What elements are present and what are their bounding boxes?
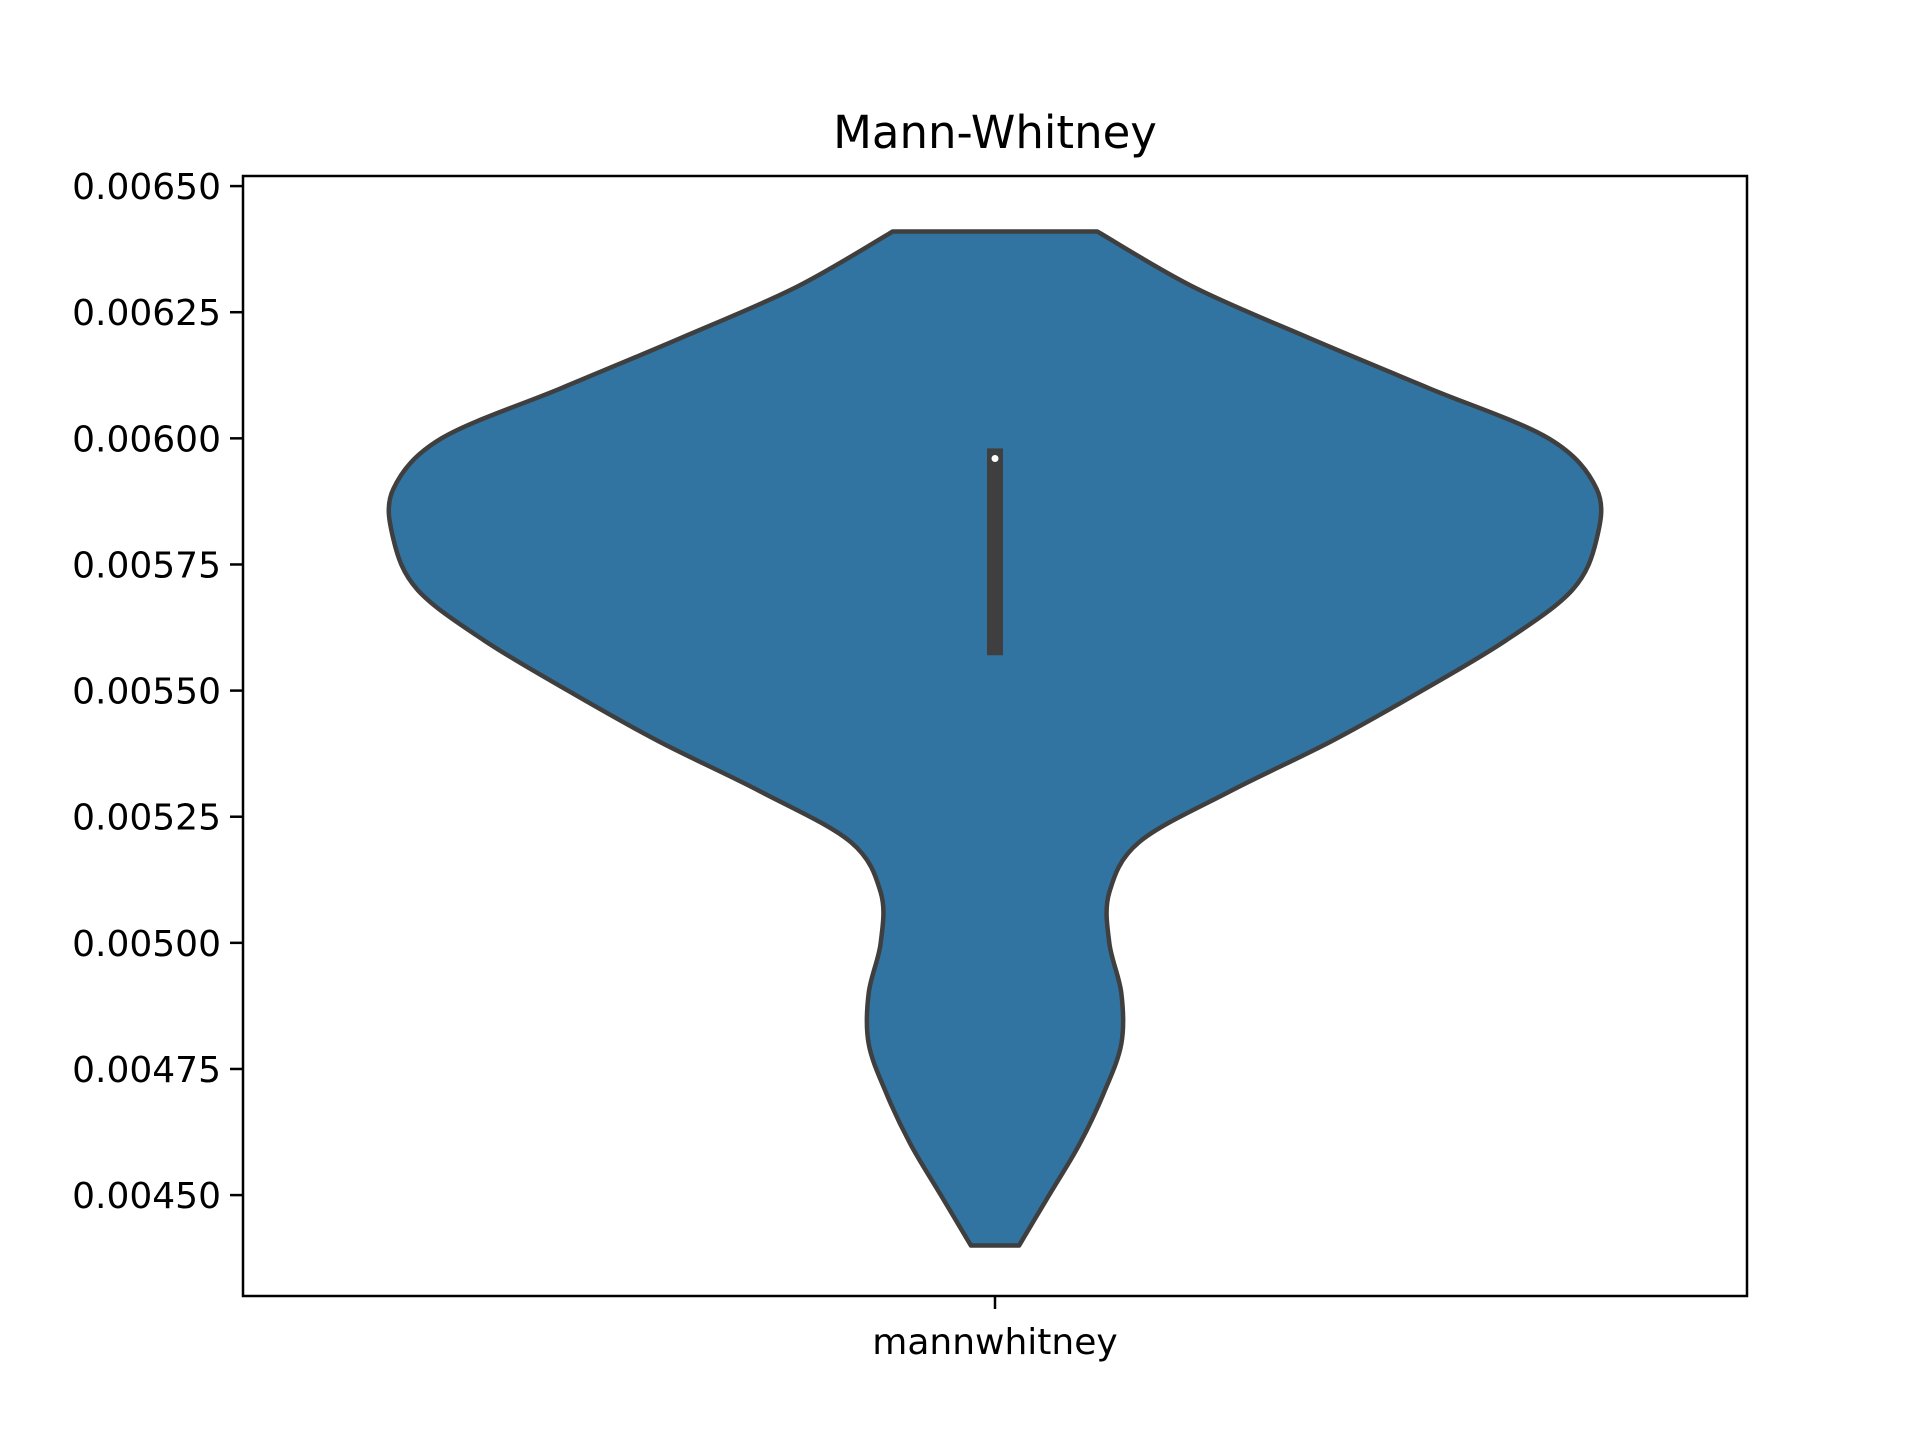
y-tick-label: 0.00500	[72, 924, 221, 965]
y-axis: 0.00450 0.00475 0.00500 0.00525 0.00550 0.005…	[72, 167, 243, 1217]
violin-body	[386, 229, 1604, 1248]
y-tick-label: 0.00475	[72, 1050, 221, 1091]
y-tick-label: 0.00550	[72, 672, 221, 713]
y-tick-label: 0.00525	[72, 798, 221, 839]
iqr-box	[987, 448, 1003, 656]
x-tick-label: mannwhitney	[872, 1322, 1117, 1363]
x-axis: mannwhitney	[872, 1296, 1118, 1363]
chart-title: Mann-Whitney	[833, 106, 1157, 159]
y-tick-label: 0.00575	[72, 545, 221, 586]
median-marker	[991, 455, 999, 463]
axes-frame	[241, 174, 1749, 1298]
y-tick-label: 0.00625	[72, 293, 221, 334]
y-tick-label: 0.00600	[72, 419, 221, 460]
plot-area	[386, 229, 1604, 1248]
y-tick-label: 0.00450	[72, 1176, 221, 1217]
y-tick-label: 0.00650	[72, 167, 221, 208]
